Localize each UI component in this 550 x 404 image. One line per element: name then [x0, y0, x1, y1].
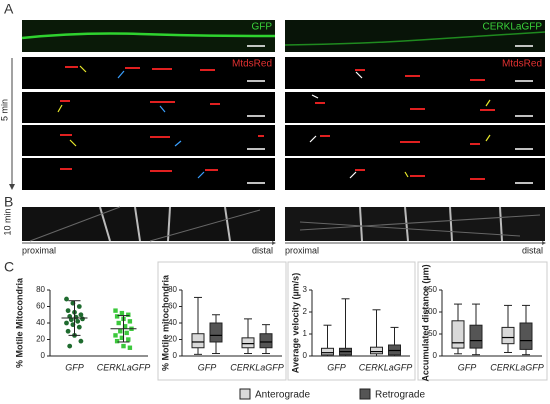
axis-label: distal	[252, 245, 273, 255]
y-tick-label: 1	[303, 329, 308, 338]
point	[127, 345, 133, 350]
y-tick-label: 0	[41, 351, 46, 360]
time-arrow-head	[9, 184, 15, 190]
y-tick-label: 2	[303, 307, 308, 316]
x-tick-label: GFP	[198, 362, 217, 372]
point	[76, 304, 82, 309]
y-tick-label: 80	[36, 285, 45, 294]
box	[321, 347, 334, 356]
box	[209, 322, 223, 343]
point	[65, 328, 71, 334]
box	[519, 322, 533, 350]
x-tick-label: CERKLaGFP	[490, 362, 544, 372]
legend-swatch	[239, 388, 251, 400]
scale-bars	[247, 45, 533, 184]
point	[64, 320, 69, 326]
point	[127, 319, 133, 324]
y-axis-label: Average velocity (µm/s)	[290, 273, 300, 373]
chart-frame	[157, 261, 287, 381]
panel-label: A	[4, 1, 14, 17]
point	[76, 324, 82, 330]
y-tick-label: 40	[168, 318, 177, 327]
point	[64, 296, 69, 302]
chart-frame	[417, 261, 548, 381]
point	[118, 329, 123, 334]
box	[259, 333, 273, 349]
panel-a-images	[9, 20, 546, 190]
channel-label: MtdsRed	[502, 59, 542, 70]
y-tick-label: 150	[424, 285, 438, 294]
y-tick-label: 40	[36, 318, 45, 327]
chart-frame	[287, 261, 416, 381]
cerk-image	[285, 20, 545, 52]
point	[80, 316, 85, 322]
panel-label: C	[4, 259, 14, 275]
point	[119, 310, 125, 316]
x-tick-label: GFP	[65, 362, 84, 372]
panel-label: B	[4, 194, 13, 210]
point	[75, 318, 81, 324]
y-tick-label: 80	[168, 285, 177, 294]
point	[114, 338, 120, 344]
box	[501, 326, 515, 345]
axon	[284, 31, 546, 46]
box	[191, 333, 205, 349]
point	[65, 308, 71, 314]
point	[121, 343, 126, 349]
kymographs	[22, 206, 546, 245]
y-tick-label: 0	[433, 351, 438, 360]
point	[116, 320, 121, 326]
x-tick-label: GFP	[327, 362, 346, 372]
point	[126, 337, 131, 342]
legend-label: Anterograde	[255, 390, 310, 401]
point	[113, 333, 118, 338]
axis-label: proximal	[285, 245, 319, 255]
axis-label: proximal	[22, 245, 56, 255]
y-tick-label: 60	[36, 302, 45, 311]
box	[241, 337, 255, 349]
y-axis-label: % Motile mitochondria	[160, 274, 170, 371]
axis-label: distal	[522, 245, 543, 255]
x-tick-label: CERKLaGFP	[359, 362, 413, 372]
channel-label: MtdsRed	[232, 59, 272, 70]
point	[126, 312, 131, 317]
point	[78, 338, 84, 344]
y-tick-label: 60	[168, 302, 177, 311]
y-tick-label: 3	[303, 285, 308, 294]
y-tick-label: 20	[168, 335, 177, 344]
box	[469, 324, 483, 349]
y-axis-label: % Motile Mitocondria	[14, 277, 24, 368]
point	[119, 335, 125, 341]
point	[67, 343, 73, 349]
time-label: 5 min	[0, 99, 9, 121]
red-frames	[22, 57, 545, 190]
channel-label: CERKLaGFP	[483, 22, 543, 33]
y-tick-label: 50	[428, 329, 437, 338]
time-label: 10 min	[2, 208, 12, 235]
x-tick-label: GFP	[458, 362, 477, 372]
y-tick-label: 20	[36, 335, 45, 344]
legend-swatch	[359, 388, 371, 400]
x-tick-label: CERKLaGFP	[230, 362, 284, 372]
box	[370, 346, 383, 355]
y-axis-label: Accumulated distance (µm)	[420, 264, 430, 381]
y-tick-label: 0	[303, 351, 308, 360]
point	[78, 312, 84, 318]
point	[122, 324, 128, 329]
arrows	[57, 65, 491, 179]
x-tick-label: CERKLaGFP	[97, 362, 151, 372]
axon	[21, 32, 276, 40]
point	[113, 308, 118, 313]
point	[114, 314, 120, 319]
point	[124, 330, 129, 336]
y-tick-label: 0	[173, 351, 178, 360]
box	[451, 320, 465, 349]
mitochondria	[60, 66, 495, 180]
legend-label: Retrograde	[375, 390, 425, 401]
y-tick-label: 100	[424, 307, 438, 316]
channel-label: GFP	[251, 22, 272, 33]
